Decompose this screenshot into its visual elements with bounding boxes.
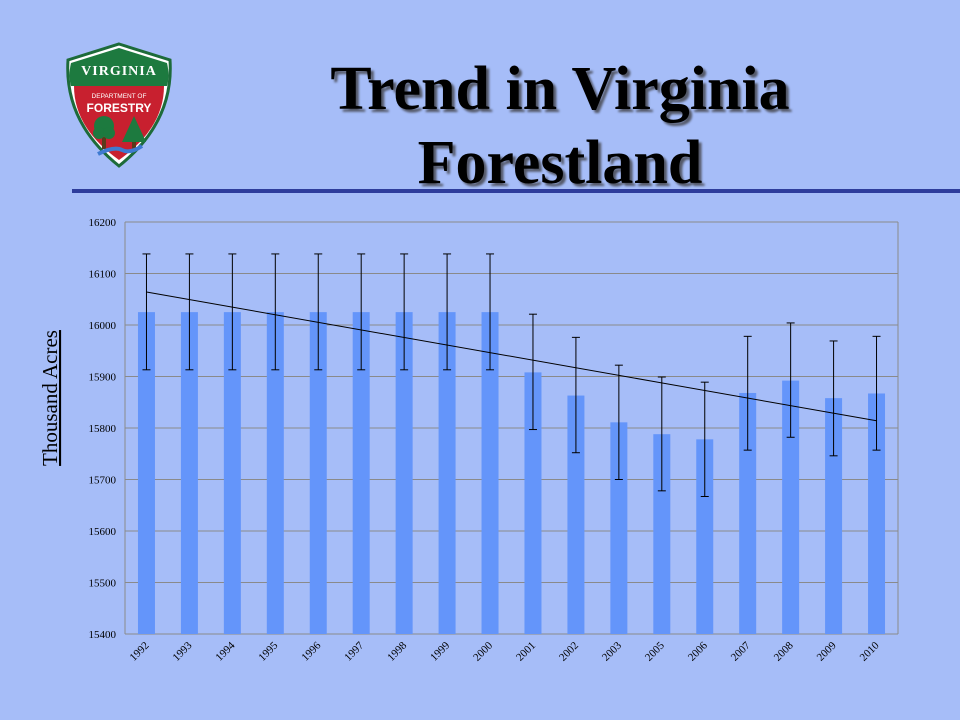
error-bar-2003 <box>614 364 623 480</box>
bar-2002 <box>567 395 585 634</box>
y-tick-label: 15500 <box>89 578 117 590</box>
bar-2006 <box>696 439 714 634</box>
bar-1998 <box>395 312 413 634</box>
x-tick-label-1994: 1994 <box>213 639 237 663</box>
x-tick-label-2003: 2003 <box>600 639 624 663</box>
x-tick-label-1999: 1999 <box>428 639 452 663</box>
bar-1992 <box>137 312 155 634</box>
error-bar-2007 <box>743 335 752 451</box>
bar-1996 <box>309 312 327 634</box>
x-tick-label-2001: 2001 <box>514 640 538 664</box>
error-bar-1999 <box>443 253 452 371</box>
bar-2010 <box>868 393 886 634</box>
bars-layer <box>137 312 886 634</box>
pine-tree-icon <box>122 116 146 150</box>
bar-1995 <box>266 312 284 634</box>
virginia-forestry-logo: VIRGINIA DEPARTMENT OF FORESTRY <box>66 42 172 168</box>
logo-text-middle: DEPARTMENT OF <box>92 93 147 100</box>
bar-1994 <box>223 312 241 634</box>
bar-2000 <box>481 312 499 634</box>
y-tick-label: 15800 <box>89 423 117 435</box>
error-bar-1993 <box>185 253 194 371</box>
logo-text-top: VIRGINIA <box>81 64 157 79</box>
y-tick-label: 16100 <box>89 269 117 281</box>
y-tick-label: 15600 <box>89 526 117 538</box>
x-tick-label-2008: 2008 <box>772 639 796 663</box>
x-tick-label-1997: 1997 <box>342 639 366 663</box>
bar-2001 <box>524 372 542 634</box>
error-bar-1998 <box>400 253 409 371</box>
x-tick-label-2006: 2006 <box>686 639 710 663</box>
error-bar-1996 <box>314 253 323 371</box>
error-bar-1992 <box>142 253 151 371</box>
y-tick-label: 15700 <box>89 475 117 487</box>
error-bar-2002 <box>571 336 580 454</box>
linear-trendline <box>146 291 877 422</box>
y-axis-label: Thousand Acres <box>38 330 62 466</box>
error-bar-1995 <box>271 253 280 371</box>
error-bar-1994 <box>228 253 237 371</box>
y-tick-label: 16000 <box>89 320 117 332</box>
error-bar-2006 <box>700 381 709 497</box>
error-bar-2001 <box>528 313 537 431</box>
bar-1999 <box>438 312 456 634</box>
slide-title: Trend in Virginia Forestland <box>240 52 880 200</box>
error-bar-1997 <box>357 253 366 371</box>
error-bar-2009 <box>829 340 838 457</box>
error-bar-2010 <box>872 335 881 451</box>
river-icon <box>97 144 144 156</box>
bar-2008 <box>782 380 800 634</box>
x-tick-label-2005: 2005 <box>643 639 667 663</box>
x-tick-label-2010: 2010 <box>858 639 882 663</box>
error-bar-2000 <box>486 253 495 371</box>
slide-title-line1: Trend in Virginia <box>330 55 790 123</box>
bar-1997 <box>352 312 370 634</box>
x-tick-label-1996: 1996 <box>299 639 323 663</box>
error-bar-2008 <box>786 322 795 438</box>
grid-layer <box>124 221 899 635</box>
x-tick-label-1998: 1998 <box>385 639 409 663</box>
logo-text-main: FORESTRY <box>87 101 152 115</box>
bar-2007 <box>739 392 757 634</box>
x-tick-label-2000: 2000 <box>471 639 495 663</box>
y-tick-label: 16200 <box>89 217 117 229</box>
x-tick-label-1995: 1995 <box>256 639 280 663</box>
y-tick-label: 15400 <box>89 629 117 641</box>
x-tick-label-2007: 2007 <box>729 639 753 663</box>
bar-2005 <box>653 434 671 634</box>
error-bar-2005 <box>657 376 666 492</box>
title-divider <box>72 189 960 193</box>
x-tick-label-1993: 1993 <box>170 639 194 663</box>
y-tick-label: 15900 <box>89 372 117 384</box>
bar-2003 <box>610 422 628 634</box>
x-tick-label-1992: 1992 <box>128 640 152 664</box>
bar-2009 <box>825 398 843 634</box>
bar-1993 <box>180 312 198 634</box>
x-tick-label-2009: 2009 <box>815 639 839 663</box>
x-tick-label-2002: 2002 <box>557 640 581 664</box>
trendline-layer <box>146 291 877 422</box>
tree-icon <box>93 116 115 149</box>
slide-title-line2: Forestland <box>417 129 703 197</box>
error-bars-layer <box>142 253 881 497</box>
